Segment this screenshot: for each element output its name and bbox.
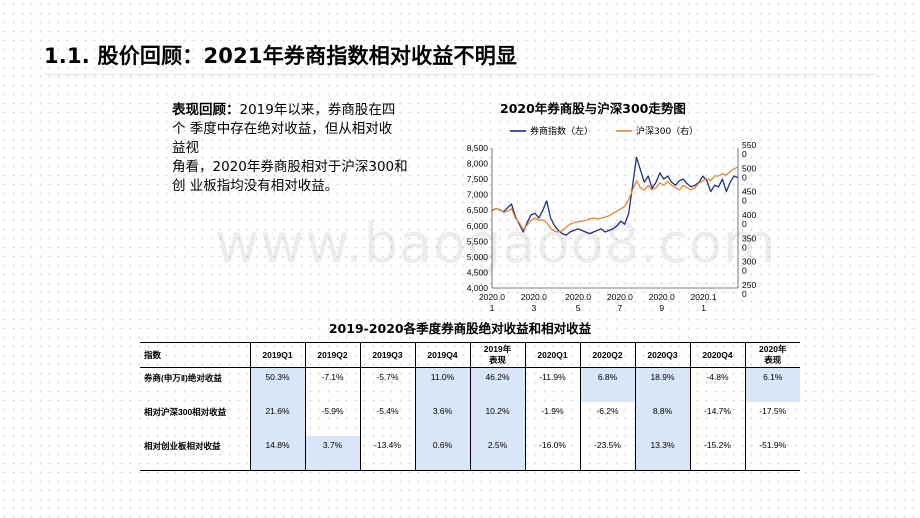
table-cell: 8.8% [635,402,691,436]
header-2019q4: 2019Q4 [415,342,471,368]
description-text: 表现回顾：2019年以来，券商股在四 个 季度中存在绝对收益，但从相对收 益视 … [172,101,434,196]
header-2020q4: 2020Q4 [690,342,746,368]
table-cell: 50.3% [250,367,306,402]
description-lead: 表现回顾： [172,102,240,118]
table-cell: -17.5% [759,406,787,416]
y-left-tick-label: 4,500 [467,267,489,277]
line-chart: 8,500 8,000 7,500 7,000 6,500 6,000 5,500 5,000… [467,125,757,313]
page-title: 1.1. 股价回顾：2021年券商指数相对收益不明显 [44,44,518,68]
y-left-tick-label: 7,500 [467,174,489,184]
x-tick-label: 2020.0 9 [649,292,675,313]
table-cell: 10.2% [470,402,526,436]
table-cell: 18.9% [635,367,691,402]
table-row: 券商(申万Ⅱ)绝对收益 50.3% -7.1% -5.7% 11.0% 46.2% -11.… [140,367,800,402]
header-2019q3: 2019Q3 [360,342,416,368]
y-right-tick-label: 300 0 [742,257,756,276]
table-header-row: 指数 2019Q1 2019Q2 2019Q3 2019Q4 2019年 表现 2020Q1 2… [140,342,800,368]
x-tick-label: 2020.1 1 [691,292,717,313]
header-2020q1: 2020Q1 [525,342,581,368]
table-cell: -23.5% [580,436,636,471]
header-index: 指数 [140,342,251,368]
y-right-tick-label: 500 0 [742,163,756,182]
table-cell: -5.4% [360,402,416,436]
table-cell: -16.0% [525,436,581,471]
description-line: 2019年以来，券商股在四 [239,102,396,118]
table-cell: -1.9% [525,402,581,436]
y-right-tick-label: 550 0 [742,140,756,159]
header-2020q3: 2020Q3 [635,342,691,368]
title-divider [44,74,876,75]
description-line: 创 业板指均没有相对收益。 [172,178,339,194]
description-line: 角看，2020年券商股相对于沪深300和 [172,159,408,175]
y-left-tick-label: 5,500 [467,236,489,246]
table-cell: 11.0% [415,367,471,402]
table-cell: -15.2% [690,436,746,471]
table-cell: 3.6% [415,402,471,436]
header-2020q2: 2020Q2 [580,342,636,368]
y-left-tick-label: 6,500 [467,205,489,215]
table-cell: 6.8% [580,367,636,402]
table-cell: 46.2% [470,367,526,402]
table-cell: 2.5% [470,436,526,471]
table-cell: -5.7% [360,367,416,402]
x-tick-label: 2020.0 7 [607,292,633,313]
legend-label: 券商指数（左） [530,125,593,137]
y-left-tick-label: 8,500 [467,143,489,153]
description-line: 个 季度中存在绝对收益，但从相对收 [172,121,393,137]
y-left-tick-label: 8,000 [467,159,489,169]
returns-table: 指数 2019Q1 2019Q2 2019Q3 2019Q4 2019年 表现 2020Q1 2… [140,342,800,471]
header-2019q2: 2019Q2 [305,342,361,368]
header-2019q1: 2019Q1 [250,342,306,368]
table-cell: -4.8% [690,367,746,402]
table-cell: -51.9% [745,436,800,471]
row-label: 相对创业板相对收益 [140,436,251,471]
y-right-tick-label: 250 0 [742,280,756,299]
table-cell: -7.1% [305,367,361,402]
table-cell: -6.2% [580,402,636,436]
x-tick-label: 2020.0 3 [521,292,547,313]
row-label: 券商(申万Ⅱ)绝对收益 [140,367,251,402]
table-cell: 21.6% [250,402,306,436]
row-label: 相对沪深300相对收益 [140,402,251,436]
table-cell: 3.7% [305,436,361,471]
table-cell: -5.9% [305,402,361,436]
y-left-tick-label: 7,000 [467,190,489,200]
table-cell: 6.1% [745,367,800,402]
table-cell: -13.4% [360,436,416,471]
y-right-tick-label: 350 0 [742,233,756,252]
table-cell: 0.6% [415,436,471,471]
legend-label: 沪深300（右） [636,125,698,137]
x-tick-label: 2020.0 1 [479,292,505,313]
y-left-tick-label: 6,000 [467,221,489,231]
table-row: 相对沪深300相对收益 21.6% -5.9% -5.4% 3.6% 10.2% -1.9%… [140,402,800,436]
table-cell: 14.8% [250,436,306,471]
y-right-tick-label: 400 0 [742,210,756,229]
description-line: 益视 [172,140,199,156]
table-cell: 13.3% [635,436,691,471]
brokerage-index-line [491,156,739,236]
y-right-tick-label: 450 0 [742,187,756,206]
y-left-tick-label: 4,000 [467,283,489,293]
watermark: www.baogaoo8.com [215,212,777,275]
y-left-tick-label: 5,000 [467,252,489,262]
table-row: 相对创业板相对收益 14.8% 3.7% -13.4% 0.6% 2.5% -16.0% -2… [140,436,800,471]
header-2020年表现: 2020年 表现 [745,342,800,368]
x-tick-label: 2020.0 5 [565,292,591,313]
header-2019年表现: 2019年 表现 [470,342,526,368]
table-title: 2019-2020各季度券商股绝对收益和相对收益 [328,321,592,336]
table-cell: -14.7% [690,402,746,436]
csi300-line [491,166,739,233]
table-cell: -11.9% [525,367,581,402]
chart-title: 2020年券商股与沪深300走势图 [500,101,686,116]
